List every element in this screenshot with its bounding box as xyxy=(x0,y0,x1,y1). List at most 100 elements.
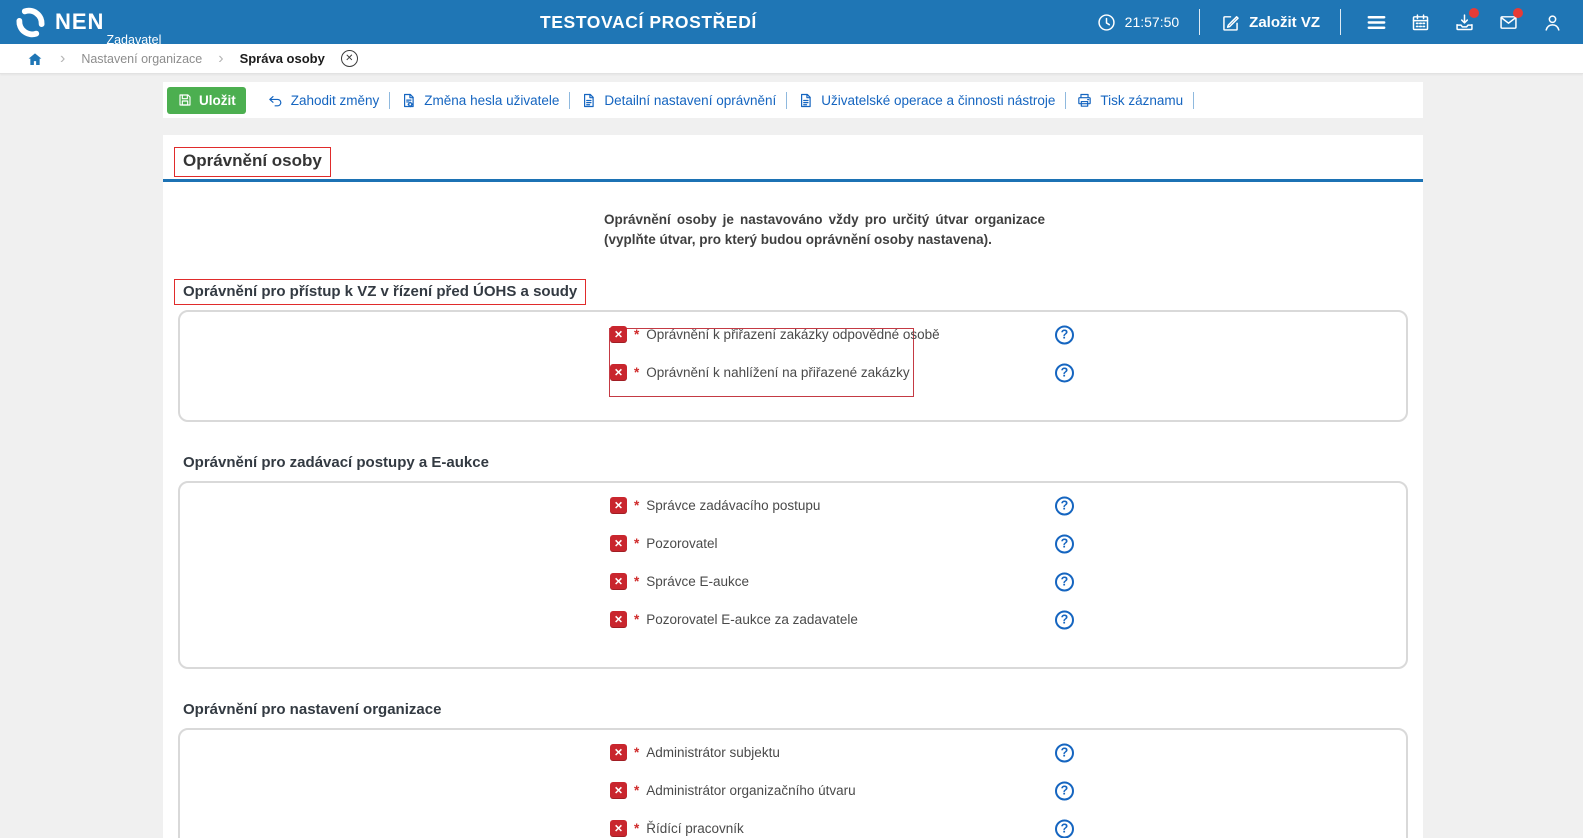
permission-label: Řídící pracovník xyxy=(646,821,744,836)
required-marker: * xyxy=(634,536,640,551)
edit-icon xyxy=(1220,12,1241,33)
breadcrumb: Nastavení organizace Správa osoby xyxy=(0,44,1583,74)
section-title: Oprávnění pro nastavení organizace xyxy=(183,700,442,718)
checkbox-cross-icon[interactable] xyxy=(610,364,627,381)
nen-swirl-icon xyxy=(14,6,47,39)
breadcrumb-item-nastaveni-organizace[interactable]: Nastavení organizace xyxy=(81,51,203,66)
checkbox-cross-icon[interactable] xyxy=(610,326,627,343)
messages-button[interactable] xyxy=(1493,7,1523,37)
required-marker: * xyxy=(634,574,640,589)
checkbox-cross-icon[interactable] xyxy=(610,573,627,590)
content-column: Uložit Zahodit změny Změna hesla uživate… xyxy=(163,82,1423,838)
toolbar-action-label: Změna hesla uživatele xyxy=(424,92,560,108)
section-head: Oprávnění pro přístup k VZ v řízení před… xyxy=(174,278,1423,305)
calendar-button[interactable] xyxy=(1405,7,1435,37)
permission-row: * Administrátor subjektu xyxy=(610,734,1406,772)
chevron-right-icon xyxy=(60,50,65,68)
profile-button[interactable] xyxy=(1537,7,1567,37)
required-marker: * xyxy=(634,745,640,760)
permission-row: * Řídící pracovník xyxy=(610,810,1406,838)
nen-logo[interactable]: NEN Zadavatel xyxy=(14,6,162,47)
toolbar-action-label: Tisk záznamu xyxy=(1100,92,1184,108)
section-head: Oprávnění pro nastavení organizace xyxy=(174,697,1423,723)
brand-role-label: Zadavatel xyxy=(106,32,162,47)
required-marker: * xyxy=(634,498,640,513)
chevron-right-icon xyxy=(218,50,223,68)
checkbox-cross-icon[interactable] xyxy=(610,782,627,799)
required-marker: * xyxy=(634,821,640,836)
header-divider xyxy=(1340,9,1341,35)
create-vz-button[interactable]: Založit VZ xyxy=(1220,12,1320,33)
brand-name: NEN Zadavatel xyxy=(55,9,162,47)
save-icon xyxy=(177,92,193,108)
required-marker: * xyxy=(634,365,640,380)
toolbar-action-label: Zahodit změny xyxy=(290,92,380,108)
main-card: Oprávnění osoby Oprávnění osoby je nasta… xyxy=(163,135,1423,838)
session-clock: 21:57:50 xyxy=(1096,12,1179,33)
toolbar-divider xyxy=(389,91,391,109)
checkbox-cross-icon[interactable] xyxy=(610,497,627,514)
toolbar-action-icon xyxy=(1076,92,1093,109)
clock-icon xyxy=(1096,12,1117,33)
toolbar-action[interactable]: Tisk záznamu xyxy=(1076,92,1183,109)
messages-notification-badge xyxy=(1513,8,1523,18)
section-panel: * Administrátor subjektu * Administrátor… xyxy=(178,727,1408,838)
create-vz-label: Založit VZ xyxy=(1249,13,1320,31)
toolbar-action[interactable]: Změna hesla uživatele xyxy=(400,92,559,109)
permission-row: * Oprávnění k nahlížení na přiřazené zak… xyxy=(610,354,1406,392)
required-marker: * xyxy=(634,612,640,627)
toolbar-divider xyxy=(1065,91,1067,109)
page-title: Oprávnění osoby xyxy=(174,147,331,177)
permission-label: Pozorovatel E-aukce za zadavatele xyxy=(646,612,858,627)
toolbar-action[interactable]: Zahodit změny xyxy=(267,92,380,109)
checkbox-cross-icon[interactable] xyxy=(610,744,627,761)
menu-button[interactable] xyxy=(1361,7,1391,37)
section-title: Oprávnění pro zadávací postupy a E-aukce xyxy=(183,453,489,471)
title-underline xyxy=(163,179,1423,182)
save-button[interactable]: Uložit xyxy=(167,86,246,114)
help-question-icon[interactable] xyxy=(1055,819,1074,838)
home-button[interactable] xyxy=(26,50,44,68)
help-question-icon[interactable] xyxy=(1055,572,1074,591)
section-panel: * Oprávnění k přiřazení zakázky odpovědn… xyxy=(178,309,1408,422)
toolbar-action[interactable]: Uživatelské operace a činnosti nástroje xyxy=(797,92,1055,109)
help-question-icon[interactable] xyxy=(1055,325,1074,344)
close-tab-icon[interactable] xyxy=(340,50,358,67)
inbox-button[interactable] xyxy=(1449,7,1479,37)
permission-label: Administrátor subjektu xyxy=(646,745,780,760)
permission-row: * Oprávnění k přiřazení zakázky odpovědn… xyxy=(610,316,1406,354)
toolbar-actions: Zahodit změny Změna hesla uživatele Deta… xyxy=(257,91,1195,109)
breadcrumb-item-sprava-osoby: Správa osoby xyxy=(239,51,325,66)
app-header: NEN Zadavatel TESTOVACÍ PROSTŘEDÍ 21:57:… xyxy=(0,0,1583,47)
checkbox-cross-icon[interactable] xyxy=(610,820,627,837)
help-question-icon[interactable] xyxy=(1055,743,1074,762)
toolbar-action[interactable]: Detailní nastavení oprávnění xyxy=(580,92,776,109)
permission-section: Oprávnění pro přístup k VZ v řízení před… xyxy=(163,278,1423,422)
permission-row: * Správce zadávacího postupu xyxy=(610,487,1406,525)
permission-section: Oprávnění pro zadávací postupy a E-aukce… xyxy=(163,450,1423,669)
help-question-icon[interactable] xyxy=(1055,363,1074,382)
menu-icon xyxy=(1365,11,1388,34)
toolbar-divider xyxy=(1193,91,1195,109)
checkbox-cross-icon[interactable] xyxy=(610,535,627,552)
permission-row: * Správce E-aukce xyxy=(610,563,1406,601)
toolbar-divider xyxy=(569,91,571,109)
toolbar-action-label: Detailní nastavení oprávnění xyxy=(604,92,777,108)
help-question-icon[interactable] xyxy=(1055,781,1074,800)
toolbar-action-label: Uživatelské operace a činnosti nástroje xyxy=(821,92,1056,108)
save-button-label: Uložit xyxy=(199,92,236,108)
toolbar-action-icon xyxy=(400,92,417,109)
toolbar-action-icon xyxy=(797,92,814,109)
help-question-icon[interactable] xyxy=(1055,534,1074,553)
permission-row: * Administrátor organizačního útvaru xyxy=(610,772,1406,810)
help-question-icon[interactable] xyxy=(1055,496,1074,515)
checkbox-cross-icon[interactable] xyxy=(610,611,627,628)
user-icon xyxy=(1542,12,1563,33)
toolbar-action-icon xyxy=(580,92,597,109)
help-question-icon[interactable] xyxy=(1055,610,1074,629)
environment-title: TESTOVACÍ PROSTŘEDÍ xyxy=(540,12,757,32)
permission-label: Pozorovatel xyxy=(646,536,718,551)
inbox-notification-badge xyxy=(1469,8,1479,18)
permission-row: * Pozorovatel E-aukce za zadavatele xyxy=(610,601,1406,639)
permission-label: Správce E-aukce xyxy=(646,574,750,589)
